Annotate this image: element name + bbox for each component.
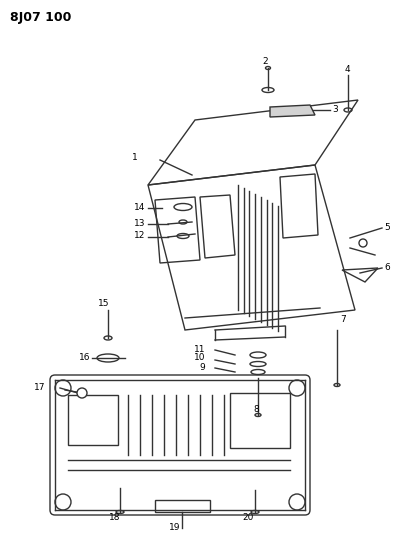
Text: 8: 8 <box>253 406 259 415</box>
Text: 17: 17 <box>33 383 45 392</box>
Text: 4: 4 <box>345 66 351 75</box>
Text: 2: 2 <box>262 58 268 67</box>
Text: 9: 9 <box>199 362 205 372</box>
Text: 13: 13 <box>134 219 145 228</box>
Text: 3: 3 <box>332 106 338 115</box>
Bar <box>230 393 290 448</box>
Text: 18: 18 <box>109 513 121 522</box>
Text: 10: 10 <box>193 353 205 362</box>
Text: 7: 7 <box>340 316 346 325</box>
Bar <box>68 395 118 445</box>
Text: 15: 15 <box>98 298 110 308</box>
Polygon shape <box>270 105 315 117</box>
Text: 11: 11 <box>193 344 205 353</box>
Text: 14: 14 <box>134 203 145 212</box>
Bar <box>155 500 210 512</box>
Text: 6: 6 <box>384 262 390 271</box>
Text: 5: 5 <box>384 222 390 231</box>
Text: 12: 12 <box>134 231 145 240</box>
Text: 19: 19 <box>169 522 181 531</box>
Circle shape <box>77 388 87 398</box>
Text: 1: 1 <box>132 154 138 163</box>
Text: 20: 20 <box>242 513 254 522</box>
Text: 16: 16 <box>79 353 90 362</box>
Text: 8J07 100: 8J07 100 <box>10 12 72 25</box>
